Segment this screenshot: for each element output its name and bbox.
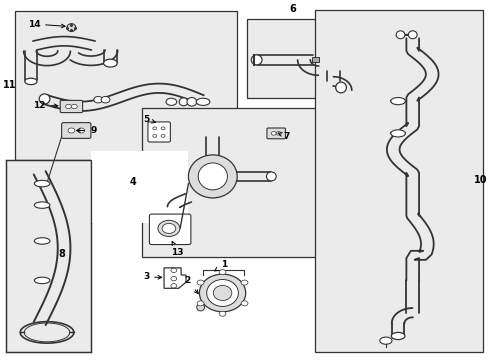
Circle shape (241, 280, 247, 285)
Ellipse shape (390, 130, 405, 137)
Ellipse shape (390, 332, 404, 339)
Circle shape (161, 134, 164, 137)
FancyBboxPatch shape (148, 122, 170, 142)
Circle shape (241, 301, 247, 306)
Bar (315, 10, 483, 352)
Circle shape (170, 268, 176, 273)
Ellipse shape (165, 98, 176, 105)
Circle shape (101, 96, 110, 103)
Ellipse shape (39, 94, 50, 104)
Circle shape (78, 128, 84, 133)
Ellipse shape (158, 220, 180, 237)
Text: 3: 3 (142, 272, 162, 281)
Text: 13: 13 (171, 242, 183, 257)
Ellipse shape (196, 304, 204, 311)
Text: 4: 4 (129, 177, 136, 187)
Text: 11: 11 (3, 80, 17, 90)
Ellipse shape (162, 224, 175, 233)
FancyBboxPatch shape (266, 128, 285, 139)
Ellipse shape (198, 163, 227, 190)
Ellipse shape (196, 98, 209, 105)
Ellipse shape (34, 180, 50, 187)
Circle shape (94, 96, 102, 103)
FancyBboxPatch shape (60, 100, 82, 113)
Ellipse shape (188, 155, 237, 198)
Text: 9: 9 (77, 126, 96, 135)
Circle shape (219, 270, 225, 275)
Ellipse shape (34, 202, 50, 208)
FancyBboxPatch shape (61, 123, 91, 138)
Ellipse shape (251, 55, 262, 65)
Ellipse shape (199, 274, 245, 312)
Ellipse shape (390, 98, 405, 105)
Circle shape (65, 104, 71, 109)
Circle shape (197, 301, 203, 306)
Ellipse shape (379, 337, 391, 344)
Text: 1: 1 (214, 261, 227, 271)
Ellipse shape (179, 98, 187, 106)
Ellipse shape (213, 285, 231, 301)
Polygon shape (163, 268, 185, 288)
Ellipse shape (25, 78, 37, 85)
Text: 10: 10 (473, 175, 487, 185)
Ellipse shape (407, 31, 416, 39)
Text: 5: 5 (142, 115, 155, 124)
Circle shape (170, 284, 176, 288)
Ellipse shape (34, 238, 50, 244)
Circle shape (71, 104, 77, 109)
Circle shape (161, 127, 164, 130)
Bar (246, 19, 341, 98)
Circle shape (219, 311, 225, 316)
Circle shape (153, 134, 157, 137)
Ellipse shape (186, 98, 196, 106)
Text: 12: 12 (33, 101, 58, 110)
Circle shape (170, 276, 176, 281)
Circle shape (68, 128, 75, 133)
FancyBboxPatch shape (149, 214, 190, 244)
Text: 14: 14 (27, 19, 65, 28)
Text: 6: 6 (288, 4, 295, 14)
Ellipse shape (103, 59, 117, 67)
Circle shape (197, 280, 203, 285)
Circle shape (271, 132, 276, 135)
Ellipse shape (67, 24, 76, 32)
Bar (5, 160, 91, 352)
Ellipse shape (34, 277, 50, 284)
Bar (15, 12, 237, 160)
Ellipse shape (395, 31, 404, 39)
Bar (311, 57, 318, 62)
Circle shape (276, 132, 281, 135)
Circle shape (153, 127, 157, 130)
Ellipse shape (335, 82, 346, 93)
Bar (142, 108, 317, 257)
Bar (91, 151, 188, 223)
Text: 7: 7 (278, 132, 289, 141)
Ellipse shape (266, 172, 276, 181)
Text: 8: 8 (58, 248, 65, 258)
Text: 2: 2 (184, 276, 198, 293)
Ellipse shape (206, 279, 238, 306)
